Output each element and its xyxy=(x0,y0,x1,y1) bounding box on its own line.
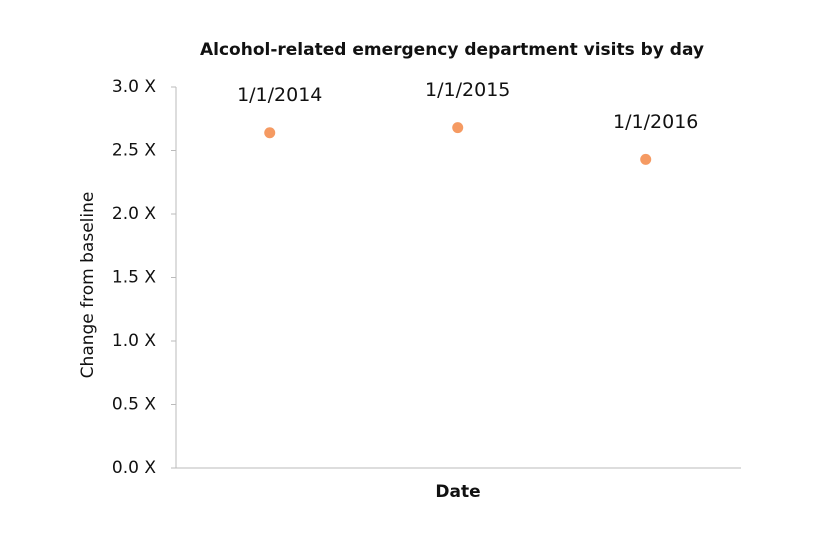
chart-title: Alcohol-related emergency department vis… xyxy=(200,40,704,60)
y-tick-label: 1.0 X xyxy=(112,331,156,351)
y-tick-label: 3.0 X xyxy=(112,77,156,97)
peak-marker xyxy=(640,153,652,165)
y-tick-label: 0.0 X xyxy=(112,458,156,478)
peak-marker xyxy=(452,122,464,134)
y-tick-label: 1.5 X xyxy=(112,268,156,288)
annotation: 1/1/2014 xyxy=(237,84,322,106)
annotation: 1/1/2015 xyxy=(425,79,510,101)
y-axis-label: Change from baseline xyxy=(78,192,98,379)
plot-area xyxy=(176,87,741,468)
y-tick-label: 2.0 X xyxy=(112,204,156,224)
annotation: 1/1/2016 xyxy=(613,111,698,133)
x-axis-label: Date xyxy=(435,482,480,502)
y-tick-label: 0.5 X xyxy=(112,395,156,415)
y-tick-label: 2.5 X xyxy=(112,141,156,161)
peak-marker xyxy=(264,127,276,139)
